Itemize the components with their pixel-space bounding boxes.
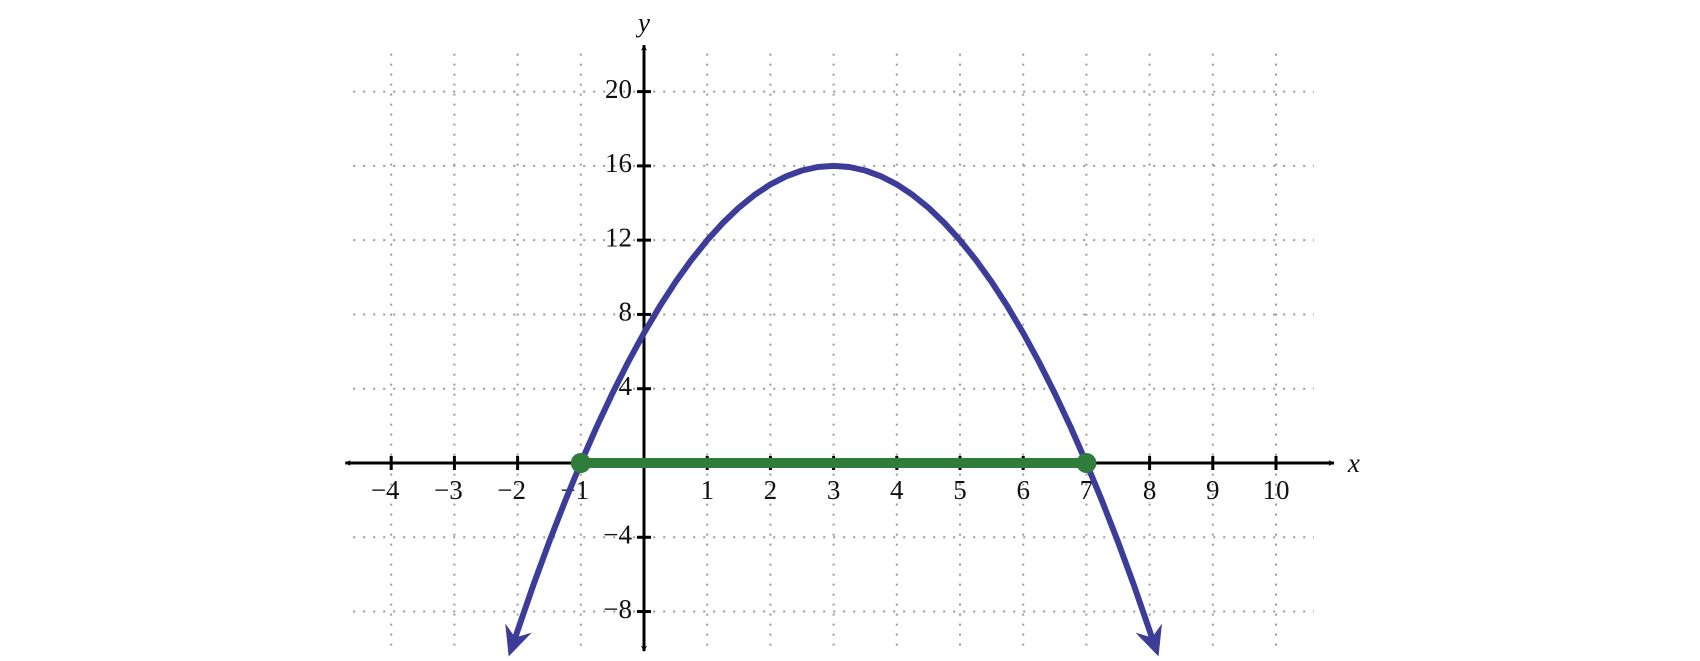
- y-tick-label: −8: [603, 594, 632, 624]
- endpoint: [570, 453, 591, 473]
- x-tick-label: −2: [497, 475, 526, 505]
- y-axis-label: y: [635, 7, 650, 37]
- x-tick-label: 9: [1206, 475, 1220, 505]
- curve-arrow: [1135, 623, 1162, 657]
- x-tick-label: 5: [953, 475, 967, 505]
- x-tick-label: 7: [1080, 475, 1094, 505]
- x-tick-label: 8: [1143, 475, 1157, 505]
- x-axis-label: x: [1347, 448, 1360, 478]
- x-tick-label: 6: [1016, 475, 1030, 505]
- x-tick-label: 10: [1263, 475, 1290, 505]
- y-tick-label: 16: [605, 148, 632, 178]
- curve-arrow: [505, 623, 532, 657]
- y-tick-label: −4: [603, 519, 632, 549]
- parabola: [508, 162, 1159, 650]
- x-tick-label: −4: [371, 475, 400, 505]
- x-tick-label: 2: [764, 475, 778, 505]
- x-tick-label: −3: [434, 475, 463, 505]
- x-tick-label: 1: [700, 475, 714, 505]
- y-tick-label: 8: [619, 297, 633, 327]
- y-tick-label: 20: [605, 74, 632, 104]
- x-tick-label: 4: [890, 475, 904, 505]
- y-tick-label: 12: [605, 222, 632, 252]
- endpoint: [1076, 453, 1097, 473]
- x-tick-label: 3: [827, 475, 841, 505]
